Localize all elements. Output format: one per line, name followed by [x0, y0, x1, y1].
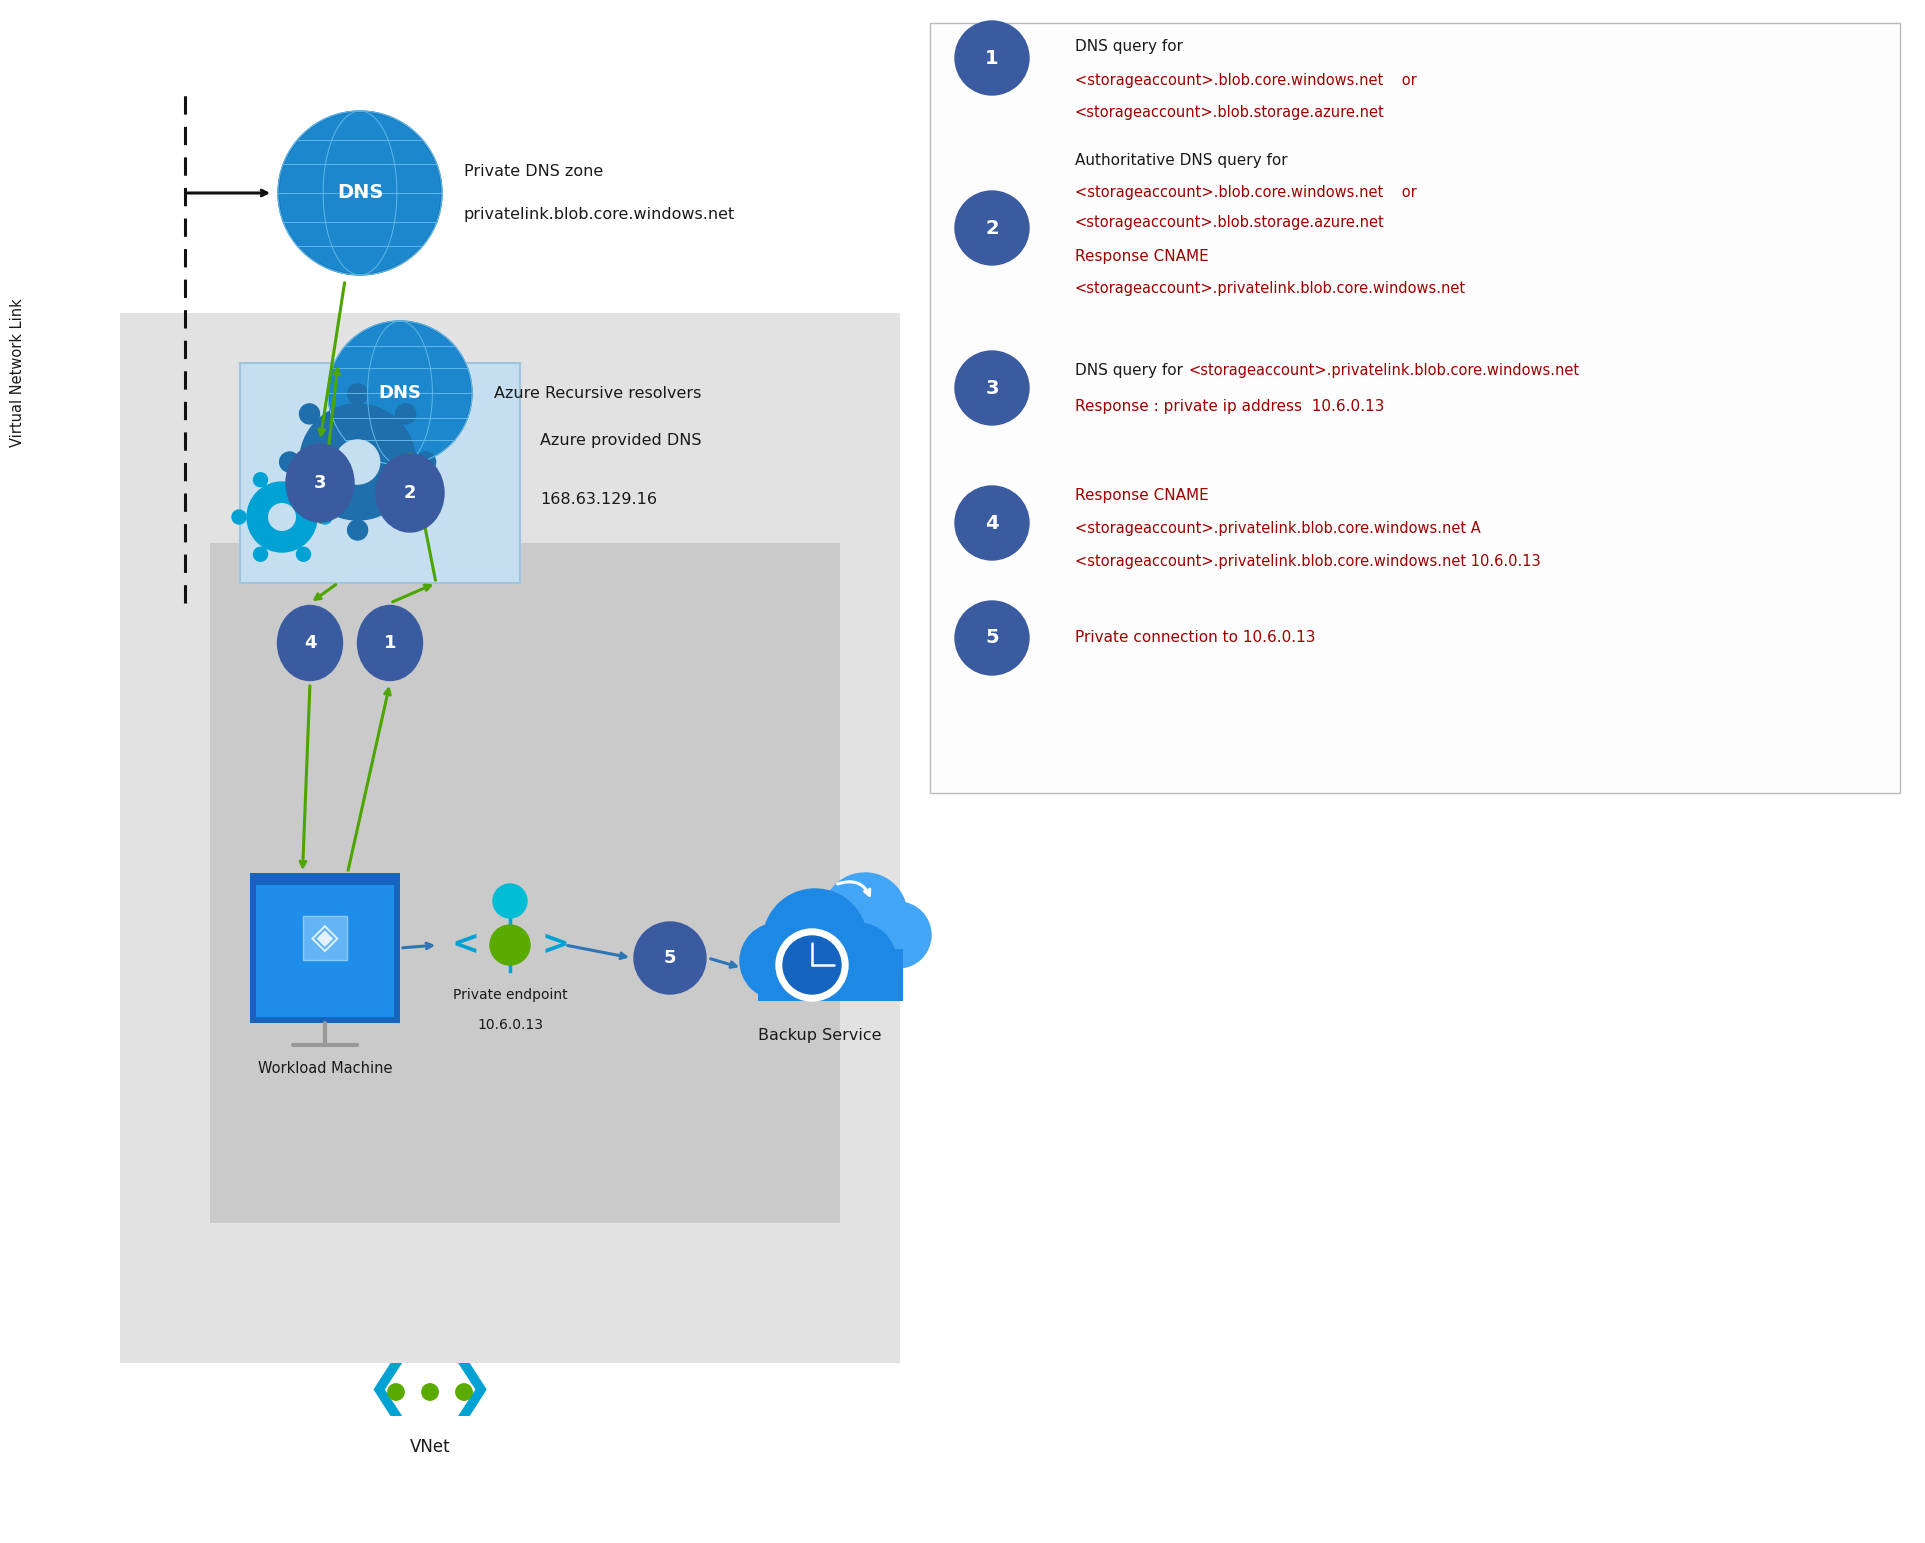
Bar — [241, 363, 520, 583]
Text: Private DNS zone: Private DNS zone — [464, 164, 603, 179]
Text: ❯: ❯ — [450, 1364, 495, 1416]
Circle shape — [281, 114, 439, 273]
Text: <storageaccount>.blob.storage.azure.net: <storageaccount>.blob.storage.azure.net — [1074, 105, 1384, 120]
Text: Response CNAME: Response CNAME — [1074, 248, 1209, 264]
Circle shape — [955, 602, 1030, 674]
Text: 2: 2 — [986, 219, 999, 238]
Circle shape — [824, 873, 907, 957]
Circle shape — [254, 472, 268, 486]
Text: privatelink.blob.core.windows.net: privatelink.blob.core.windows.net — [464, 207, 735, 222]
Circle shape — [387, 1384, 404, 1400]
Circle shape — [331, 322, 470, 463]
Bar — [930, 23, 1900, 793]
Text: 2: 2 — [404, 485, 416, 501]
Circle shape — [493, 884, 527, 918]
Text: Virtual Network Link: Virtual Network Link — [10, 299, 25, 447]
Circle shape — [254, 548, 268, 562]
Text: Azure Recursive resolvers: Azure Recursive resolvers — [495, 386, 701, 401]
Text: <storageaccount>.privatelink.blob.core.windows.net 10.6.0.13: <storageaccount>.privatelink.blob.core.w… — [1074, 554, 1540, 568]
Circle shape — [335, 440, 379, 485]
Circle shape — [955, 22, 1030, 96]
Circle shape — [783, 937, 841, 994]
Circle shape — [279, 452, 300, 472]
Text: <storageaccount>.privatelink.blob.core.windows.net A: <storageaccount>.privatelink.blob.core.w… — [1074, 520, 1480, 535]
FancyBboxPatch shape — [256, 886, 395, 1017]
Text: DNS: DNS — [379, 384, 422, 403]
Text: 4: 4 — [986, 514, 999, 532]
Bar — [119, 313, 901, 1362]
Circle shape — [739, 923, 816, 998]
Circle shape — [270, 503, 295, 531]
Bar — [758, 949, 903, 1001]
Circle shape — [955, 486, 1030, 560]
Text: DNS query for: DNS query for — [1074, 363, 1194, 378]
Circle shape — [416, 452, 435, 472]
Circle shape — [633, 923, 706, 994]
Circle shape — [762, 889, 866, 994]
Text: 5: 5 — [986, 628, 999, 648]
Circle shape — [300, 404, 416, 520]
Ellipse shape — [358, 605, 422, 680]
Circle shape — [300, 500, 320, 520]
Circle shape — [955, 350, 1030, 424]
Circle shape — [776, 929, 849, 1001]
Circle shape — [955, 191, 1030, 265]
Ellipse shape — [287, 444, 354, 522]
Ellipse shape — [375, 454, 445, 532]
Text: DNS: DNS — [337, 184, 383, 202]
Text: >: > — [541, 929, 570, 961]
Circle shape — [233, 511, 246, 525]
Ellipse shape — [277, 605, 343, 680]
Text: 1: 1 — [383, 634, 397, 653]
Circle shape — [277, 111, 443, 275]
Text: <storageaccount>.blob.core.windows.net    or: <storageaccount>.blob.core.windows.net o… — [1074, 73, 1417, 88]
Text: Backup Service: Backup Service — [758, 1028, 882, 1043]
Circle shape — [348, 520, 368, 540]
Text: 168.63.129.16: 168.63.129.16 — [541, 492, 656, 508]
Circle shape — [296, 548, 310, 562]
Circle shape — [820, 923, 895, 998]
Text: 10.6.0.13: 10.6.0.13 — [477, 1018, 543, 1032]
Circle shape — [397, 404, 416, 424]
Text: 3: 3 — [314, 474, 325, 492]
Circle shape — [246, 481, 318, 552]
Text: 3: 3 — [986, 378, 999, 398]
Text: <storageaccount>.privatelink.blob.core.windows.net: <storageaccount>.privatelink.blob.core.w… — [1074, 281, 1467, 296]
Circle shape — [864, 903, 932, 967]
Circle shape — [491, 924, 529, 964]
FancyBboxPatch shape — [250, 873, 400, 1023]
Text: 1: 1 — [986, 48, 999, 68]
Text: DNS query for: DNS query for — [1074, 39, 1184, 54]
Text: <storageaccount>.blob.core.windows.net    or: <storageaccount>.blob.core.windows.net o… — [1074, 185, 1417, 201]
FancyBboxPatch shape — [302, 915, 346, 960]
Circle shape — [348, 384, 368, 404]
Circle shape — [318, 511, 331, 525]
Text: 4: 4 — [304, 634, 316, 653]
Text: <storageaccount>.privatelink.blob.core.windows.net: <storageaccount>.privatelink.blob.core.w… — [1188, 363, 1578, 378]
Text: 5: 5 — [664, 949, 676, 967]
Circle shape — [296, 472, 310, 486]
Text: Workload Machine: Workload Machine — [258, 1062, 393, 1075]
Text: Private connection to 10.6.0.13: Private connection to 10.6.0.13 — [1074, 631, 1315, 645]
Text: Response : private ip address  10.6.0.13: Response : private ip address 10.6.0.13 — [1074, 398, 1384, 414]
Circle shape — [397, 500, 416, 520]
Text: <: < — [450, 929, 479, 961]
Circle shape — [300, 404, 320, 424]
Bar — [210, 543, 839, 1224]
Text: Response CNAME: Response CNAME — [1074, 488, 1209, 503]
Text: <storageaccount>.blob.storage.azure.net: <storageaccount>.blob.storage.azure.net — [1074, 216, 1384, 230]
Text: ◈: ◈ — [312, 921, 339, 955]
Text: VNet: VNet — [410, 1438, 450, 1457]
Circle shape — [422, 1384, 439, 1400]
Circle shape — [456, 1384, 472, 1400]
Text: Azure provided DNS: Azure provided DNS — [541, 432, 701, 447]
Text: Authoritative DNS query for: Authoritative DNS query for — [1074, 153, 1288, 168]
Text: Private endpoint: Private endpoint — [452, 988, 568, 1001]
Text: ❮: ❮ — [366, 1364, 410, 1416]
Circle shape — [327, 321, 472, 464]
